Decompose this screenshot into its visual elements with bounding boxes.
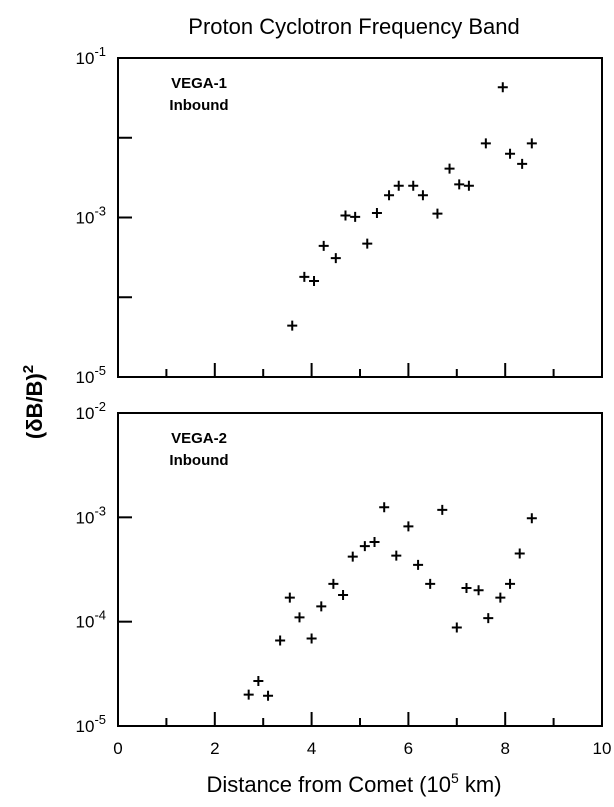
data-point bbox=[338, 590, 349, 601]
y-tick-label-exponent: -3 bbox=[94, 204, 106, 219]
data-point bbox=[526, 513, 537, 524]
panel-label: VEGA-1 Inbound bbox=[169, 75, 228, 114]
data-point bbox=[483, 613, 494, 624]
y-tick-label-exponent: -3 bbox=[94, 503, 106, 518]
data-point bbox=[318, 240, 329, 251]
data-point bbox=[514, 548, 525, 559]
data-point bbox=[437, 504, 448, 515]
data-point bbox=[328, 578, 339, 589]
data-point bbox=[371, 207, 382, 218]
y-tick-label: 10-3 bbox=[76, 503, 106, 527]
data-point bbox=[454, 179, 465, 190]
svg-text:(δB/B)2: (δB/B)2 bbox=[20, 365, 47, 439]
data-point bbox=[243, 689, 254, 700]
y-tick-label-base: 10 bbox=[76, 49, 95, 68]
data-point bbox=[526, 138, 537, 149]
data-points bbox=[287, 82, 537, 331]
y-tick-label-base: 10 bbox=[76, 368, 95, 387]
data-point bbox=[263, 690, 274, 701]
x-tick-label: 10 bbox=[593, 739, 612, 758]
data-point bbox=[347, 551, 358, 562]
data-point bbox=[505, 148, 516, 159]
data-point bbox=[306, 633, 317, 644]
y-tick-label: 10-3 bbox=[76, 204, 106, 228]
y-tick-label: 10-2 bbox=[76, 399, 106, 423]
data-point bbox=[384, 190, 395, 201]
y-axis-label: (δB/B)2 bbox=[20, 365, 47, 439]
data-point bbox=[495, 592, 506, 603]
data-point bbox=[369, 537, 380, 548]
data-point bbox=[480, 138, 491, 149]
x-axis-label-exponent: 5 bbox=[451, 770, 459, 786]
x-tick-labels: 0 2 4 6 8 10 bbox=[113, 739, 611, 758]
data-point bbox=[425, 578, 436, 589]
data-point bbox=[379, 502, 390, 513]
y-tick-label-base: 10 bbox=[76, 717, 95, 736]
data-point bbox=[316, 601, 327, 612]
data-point bbox=[413, 559, 424, 570]
data-point bbox=[330, 253, 341, 264]
data-point bbox=[362, 238, 373, 249]
panel-label-line: VEGA-2 bbox=[171, 430, 227, 447]
panel-label: VEGA-2 Inbound bbox=[169, 430, 228, 469]
x-axis-label: Distance from Comet (105 km) bbox=[206, 770, 501, 797]
y-tick-label-exponent: -5 bbox=[94, 363, 106, 378]
y-axis-label-exponent: 2 bbox=[20, 365, 37, 373]
y-tick-label: 10-1 bbox=[76, 44, 106, 68]
panel-label-line: VEGA-1 bbox=[171, 75, 227, 92]
y-tick-label-base: 10 bbox=[76, 404, 95, 423]
x-axis-label-base: Distance from Comet (10 bbox=[206, 772, 451, 797]
data-point bbox=[284, 592, 295, 603]
data-point bbox=[253, 675, 264, 686]
y-tick-label-exponent: -5 bbox=[94, 712, 106, 727]
data-point bbox=[287, 320, 298, 331]
y-tick-label-exponent: -2 bbox=[94, 399, 106, 414]
data-point bbox=[463, 180, 474, 191]
panel-label-line: Inbound bbox=[169, 97, 228, 114]
data-point bbox=[417, 190, 428, 201]
y-tick-label: 10-5 bbox=[76, 712, 106, 736]
chart-title: Proton Cyclotron Frequency Band bbox=[188, 14, 519, 39]
data-point bbox=[451, 622, 462, 633]
data-point bbox=[461, 583, 472, 594]
data-point bbox=[359, 541, 370, 552]
data-point bbox=[391, 550, 402, 561]
data-point bbox=[350, 211, 361, 222]
data-point bbox=[299, 271, 310, 282]
y-tick-label-base: 10 bbox=[76, 209, 95, 228]
x-tick-label: 8 bbox=[500, 739, 509, 758]
data-point bbox=[444, 163, 455, 174]
y-tick-label-exponent: -1 bbox=[94, 44, 106, 59]
data-point bbox=[275, 635, 286, 646]
y-tick-label: 10-4 bbox=[76, 608, 106, 632]
panel-label-line: Inbound bbox=[169, 452, 228, 469]
data-point bbox=[403, 521, 414, 532]
data-point bbox=[309, 275, 320, 286]
data-point bbox=[517, 158, 528, 169]
y-tick-label: 10-5 bbox=[76, 363, 106, 387]
x-axis-label-unit: km) bbox=[459, 772, 502, 797]
x-tick-label: 0 bbox=[113, 739, 122, 758]
data-point bbox=[505, 578, 516, 589]
x-tick-label: 2 bbox=[210, 739, 219, 758]
x-tick-label: 6 bbox=[404, 739, 413, 758]
data-point bbox=[497, 82, 508, 93]
y-tick-label-exponent: -4 bbox=[94, 608, 106, 623]
data-point bbox=[432, 208, 443, 219]
data-point bbox=[393, 180, 404, 191]
y-axis-label-base: (δB/B) bbox=[22, 373, 47, 439]
data-point bbox=[408, 180, 419, 191]
data-point bbox=[340, 210, 351, 221]
data-points bbox=[243, 502, 537, 701]
y-tick-label-base: 10 bbox=[76, 613, 95, 632]
data-point bbox=[294, 612, 305, 623]
data-point bbox=[473, 585, 484, 596]
x-tick-label: 4 bbox=[307, 739, 316, 758]
y-tick-label-base: 10 bbox=[76, 508, 95, 527]
